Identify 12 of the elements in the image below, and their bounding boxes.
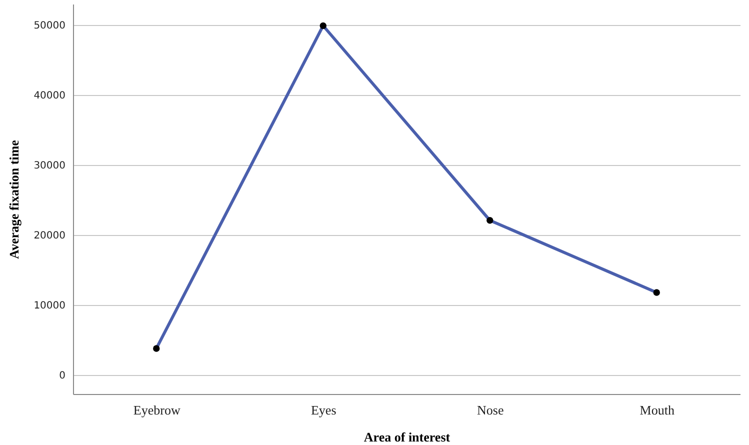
x-tick-label: Mouth: [640, 402, 675, 418]
y-tick-label: 40000: [34, 90, 66, 102]
x-tick-label: Eyebrow: [133, 402, 181, 418]
y-axis-title: Average fixation time: [6, 140, 22, 259]
x-tick-label: Eyes: [310, 402, 336, 418]
y-tick-label: 10000: [34, 300, 66, 312]
y-tick-label: 0: [59, 370, 66, 382]
y-tick-label: 30000: [34, 160, 66, 172]
x-axis-title: Area of interest: [364, 430, 451, 444]
x-tick-label: Nose: [477, 402, 504, 418]
y-tick-label: 50000: [34, 20, 66, 32]
y-tick-label: 20000: [34, 230, 66, 242]
